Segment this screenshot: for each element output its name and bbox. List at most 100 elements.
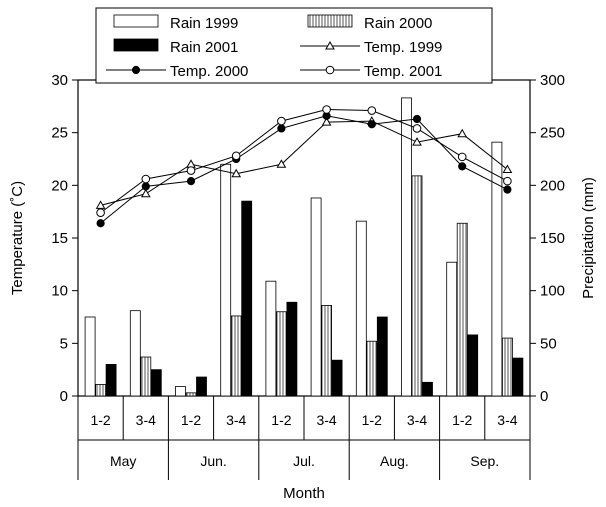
y-left-tick-label-6: 30 [51,72,68,89]
y-right-tick-label-0: 0 [540,388,548,405]
y-left-tick-label-2: 10 [51,283,68,300]
bar-rain-2000-6 [366,340,378,397]
point-temp-2001-8 [457,152,467,162]
bar-rain-1999-7 [401,97,412,397]
bar-rain-2001-8 [467,334,479,397]
x-category-label-6: 1-2 [362,412,382,428]
legend-swatch-rain-2001 [113,38,159,52]
x-category-label-2: 1-2 [181,412,201,428]
point-temp-2000-7 [412,114,422,124]
legend-marker-temp-2000 [131,65,141,75]
point-temp-2001-3 [231,151,241,161]
y-left-tick-label-4: 20 [51,177,68,194]
x-axis-title: Month [283,485,325,502]
point-temp-1999-1 [140,188,151,198]
point-temp-1999-4 [276,159,287,168]
legend-label-temp-1999: Temp. 1999 [364,39,442,56]
legend-label-rain-2000: Rain 2000 [364,15,432,32]
bar-rain-1999-8 [446,261,458,397]
bar-rain-1999-1 [129,310,141,397]
x-category-label-0: 1-2 [90,412,110,428]
bar-rain-2001-0 [105,363,117,397]
y-axis-left-title: Temperature (˚C) [9,181,26,295]
point-temp-1999-3 [231,168,242,178]
bar-rain-2001-2 [196,376,207,397]
bar-rain-1999-6 [355,220,367,397]
x-axis-table: 1-2 3-4 1-2 3-4 1-2 3-4 1-2 3-4 1-2 3-4 May Jun. Jul… [77,396,531,480]
bar-rain-2000-0 [95,384,106,397]
y-axis-right-title: Precipitation (mm) [580,177,597,299]
bar-rain-2001-1 [150,369,162,397]
point-temp-2001-2 [186,166,196,175]
point-temp-2000-9 [503,185,512,194]
point-temp-1999-7 [412,137,422,146]
legend-swatch-rain-1999 [113,14,159,28]
month-label-2: Jul. [293,453,315,469]
legend-marker-temp-2001 [325,65,335,75]
legend-marker-temp-1999 [325,40,335,50]
point-temp-1999-0 [95,200,106,209]
y-right-tick-label-5: 250 [540,125,565,142]
bar-rain-2000-8 [456,222,468,397]
point-temp-1999-8 [457,128,468,138]
x-category-label-3: 3-4 [226,412,246,428]
legend-label-temp-2000: Temp. 2000 [170,63,248,80]
y-right-tick-label-4: 200 [540,177,565,194]
point-temp-2001-1 [141,174,151,184]
bar-rain-2000-4 [275,311,287,397]
bar-rain-2000-5 [321,305,333,397]
month-label-3: Aug. [380,453,409,469]
month-label-4: Sep. [470,453,499,469]
bar-rain-2001-4 [286,301,298,397]
point-temp-2000-6 [367,120,376,129]
bar-rain-2000-1 [140,356,152,397]
x-category-label-7: 3-4 [407,412,427,428]
point-temp-2000-4 [277,124,286,133]
line-temp-2000 [100,115,508,224]
y-right-tick-label-1: 50 [540,335,557,352]
bar-rain-2000-7 [411,175,423,397]
bar-rain-2001-7 [422,381,433,397]
y-left-tick-label-1: 5 [60,335,68,352]
legend-label-temp-2001: Temp. 2001 [364,63,442,80]
legend-label-rain-1999: Rain 1999 [170,15,238,32]
bar-rain-1999-9 [491,141,503,397]
bar-rain-2000-9 [501,337,513,397]
line-temp-2001 [100,108,508,214]
point-temp-1999-9 [502,164,513,174]
y-left-tick-label-0: 0 [60,388,68,405]
bar-rain-2001-9 [512,357,524,397]
bar-rain-1999-3 [220,163,232,397]
x-category-label-8: 1-2 [452,412,472,428]
point-temp-2001-6 [367,106,377,115]
bars-group [84,97,524,397]
y-right-tick-label-3: 150 [540,230,565,247]
point-temp-2001-4 [277,116,286,126]
bar-rain-1999-5 [310,197,322,397]
bar-rain-1999-4 [265,280,277,397]
x-category-label-9: 3-4 [497,412,517,428]
point-temp-2000-1 [141,182,150,191]
point-temp-1999-2 [186,159,196,168]
legend-swatch-rain-2000 [307,14,353,28]
bar-rain-1999-0 [84,316,96,397]
point-temp-2000-0 [96,219,105,228]
y-left-tick-label-5: 25 [51,125,68,142]
legend: Rain 1999 Rain 2000 Rain 2001 Temp. 1999 Tem… [95,7,493,84]
y-right-tick-label-6: 300 [540,72,565,89]
bar-rain-1999-2 [175,386,186,397]
bar-rain-2001-6 [376,316,388,397]
point-temp-2001-0 [96,208,105,218]
month-label-1: Jun. [200,453,226,469]
legend-label-rain-2001: Rain 2001 [170,39,238,56]
month-label-0: May [110,453,136,469]
point-temp-1999-5 [321,117,332,126]
point-temp-2000-2 [186,177,196,186]
bar-rain-2000-3 [230,315,242,397]
lines-group [95,105,513,228]
y-left-tick-label-3: 15 [51,230,68,247]
line-temp-1999 [100,120,508,206]
point-temp-2000-8 [458,162,467,171]
